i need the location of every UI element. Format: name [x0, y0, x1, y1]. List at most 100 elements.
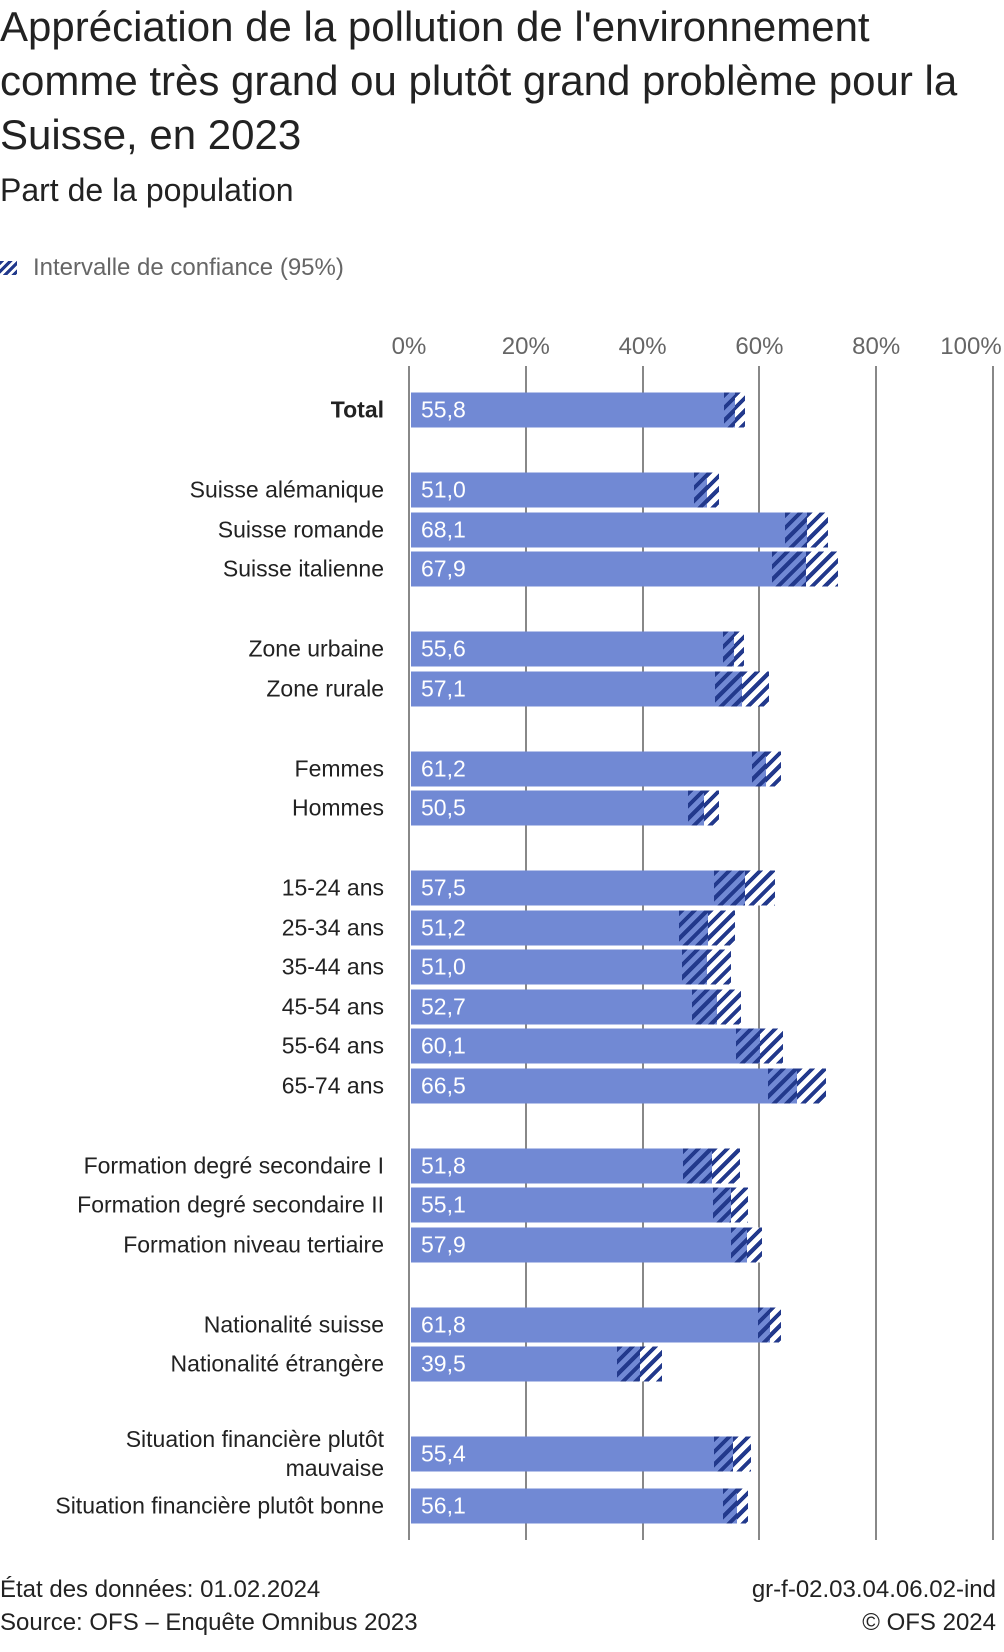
ci-lower	[715, 671, 743, 706]
ci-upper	[736, 1488, 749, 1523]
value-label: 67,9	[421, 555, 466, 582]
ci-upper	[706, 472, 720, 508]
gridline	[992, 366, 994, 1540]
ci-lower	[736, 1028, 760, 1064]
value-label: 57,1	[421, 675, 466, 701]
ci-upper	[711, 1148, 741, 1183]
gridline	[758, 366, 761, 1540]
ci-lower	[681, 949, 707, 985]
bar	[411, 631, 734, 667]
category-label: Nationalité suisse	[203, 1311, 384, 1337]
ci-upper	[742, 671, 770, 706]
value-label: 55,4	[421, 1440, 466, 1467]
bar	[411, 989, 717, 1024]
value-label: 51,0	[421, 476, 466, 503]
category-label: Formation degré secondaire I	[83, 1152, 384, 1178]
x-tick-label: 0%	[391, 333, 427, 360]
bar	[411, 1068, 798, 1103]
category-label: Femmes	[294, 755, 384, 781]
bar	[411, 472, 707, 508]
value-label: 51,8	[421, 1152, 466, 1178]
ci-lower	[692, 989, 717, 1024]
bar	[411, 1187, 731, 1223]
data-state: État des données: 01.02.2024	[0, 1576, 321, 1603]
value-label: 51,2	[421, 914, 466, 940]
category-label: Situation financière plutôt mauvaise	[125, 1426, 384, 1481]
x-tick-label: 60%	[735, 333, 784, 360]
bar	[411, 1148, 712, 1183]
ci-upper	[732, 1436, 751, 1472]
ci-upper	[734, 392, 746, 428]
category-label: Formation niveau tertiaire	[123, 1231, 384, 1257]
bar	[411, 1346, 640, 1382]
category-label: Nationalité étrangère	[170, 1350, 384, 1377]
ci-upper	[759, 1028, 783, 1064]
copyright: © OFS 2024	[862, 1609, 996, 1636]
category-label: Hommes	[291, 794, 384, 821]
gridline	[408, 366, 410, 1540]
ci-lower	[682, 1148, 712, 1183]
category-label: 55-64 ans	[281, 1032, 384, 1059]
value-label: 61,2	[421, 755, 466, 781]
value-label: 57,5	[421, 874, 466, 901]
hatch-swatch-icon	[0, 261, 17, 275]
category-label: 45-54 ans	[281, 993, 384, 1019]
ci-lower	[757, 1307, 770, 1342]
category-label: Zone rurale	[266, 675, 384, 701]
chart-code: gr-f-02.03.04.06.02-ind	[751, 1576, 996, 1603]
bar	[411, 1488, 737, 1523]
bar	[411, 1028, 760, 1064]
ci-upper	[639, 1346, 662, 1382]
bar	[411, 512, 807, 547]
ci-lower	[679, 910, 708, 945]
ci-lower	[730, 1227, 748, 1262]
ci-upper	[805, 551, 839, 587]
value-label: 39,5	[421, 1350, 466, 1377]
value-label: 56,1	[421, 1492, 466, 1518]
x-tick-label: 40%	[618, 333, 667, 360]
ci-upper	[730, 1187, 748, 1223]
legend: Intervalle de confiance (95%)	[0, 254, 344, 282]
category-label: Total	[330, 396, 384, 423]
legend-label: Intervalle de confiance (95%)	[33, 254, 344, 281]
ci-lower	[751, 751, 767, 786]
category-label: Suisse alémanique	[189, 476, 384, 503]
bar	[411, 551, 806, 587]
chart-title: Appréciation de la pollution de l'enviro…	[0, 3, 958, 158]
bar	[411, 1227, 748, 1262]
category-label: 65-74 ans	[281, 1072, 384, 1098]
category-label: Suisse romande	[217, 516, 384, 542]
bar	[411, 1436, 733, 1472]
ci-upper	[766, 751, 781, 786]
ci-lower	[713, 1187, 731, 1223]
ci-lower	[688, 790, 704, 826]
category-label: Situation financière plutôt bonne	[55, 1492, 384, 1518]
value-label: 50,5	[421, 794, 466, 821]
category-label: 15-24 ans	[281, 874, 384, 901]
ci-lower	[771, 551, 806, 587]
ci-lower	[693, 472, 707, 508]
value-label: 55,1	[421, 1191, 466, 1218]
bar	[411, 671, 743, 706]
value-label: 60,1	[421, 1032, 466, 1059]
ci-lower	[616, 1346, 640, 1382]
bar	[411, 949, 707, 985]
ci-upper	[744, 870, 775, 906]
bar	[411, 910, 708, 945]
ci-lower	[713, 1436, 733, 1472]
value-label: 68,1	[421, 516, 466, 542]
ci-upper	[806, 512, 828, 547]
value-label: 52,7	[421, 993, 466, 1019]
category-label: 35-44 ans	[281, 953, 384, 980]
gridline	[875, 366, 878, 1540]
ci-upper	[708, 910, 735, 945]
bar	[411, 392, 735, 428]
x-tick-label: 100%	[940, 333, 1002, 360]
category-label: 25-34 ans	[281, 914, 384, 940]
bar	[411, 790, 704, 826]
ci-upper	[733, 631, 745, 667]
ci-lower	[724, 392, 735, 428]
ci-lower	[713, 870, 745, 906]
bar	[411, 1307, 770, 1342]
